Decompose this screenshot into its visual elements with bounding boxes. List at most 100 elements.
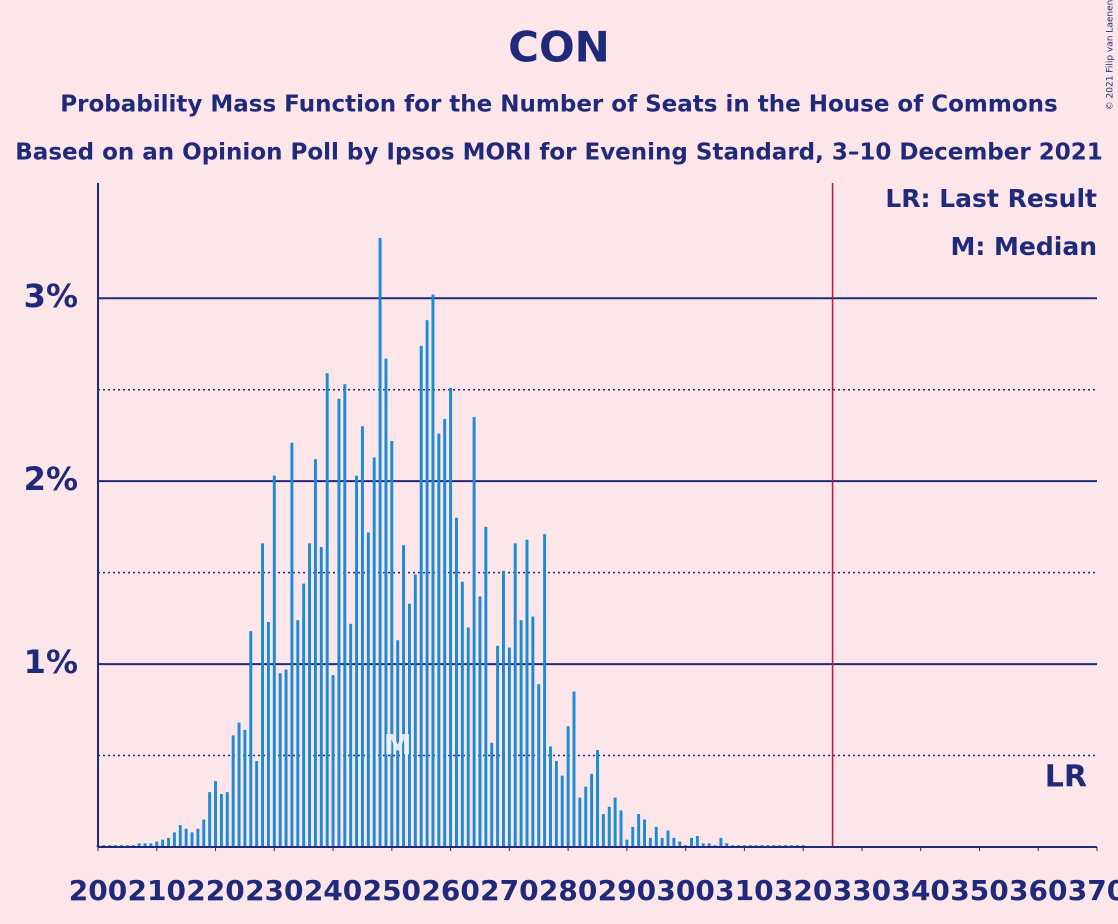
bar xyxy=(443,418,447,847)
bar xyxy=(284,669,288,847)
bar xyxy=(366,532,370,847)
bar xyxy=(349,623,353,847)
bar xyxy=(449,387,453,847)
x-tick-label: 270 xyxy=(480,874,538,907)
x-tick-label: 220 xyxy=(186,874,244,907)
bar xyxy=(355,475,359,847)
bar xyxy=(719,837,723,847)
bar xyxy=(631,826,635,847)
bar xyxy=(666,830,670,847)
bar xyxy=(549,746,552,847)
x-tick-label: 320 xyxy=(774,874,832,907)
bar xyxy=(360,426,364,847)
bar xyxy=(537,684,541,847)
bar xyxy=(619,810,623,847)
bar xyxy=(454,517,458,847)
bar xyxy=(325,373,329,847)
x-tick-label: 330 xyxy=(833,874,891,907)
bar xyxy=(572,691,576,847)
x-tick-label: 360 xyxy=(1009,874,1067,907)
y-tick-label: 3% xyxy=(24,277,78,315)
bar xyxy=(502,570,505,847)
bar xyxy=(725,843,729,847)
bar xyxy=(390,440,394,847)
bar xyxy=(654,826,658,847)
x-tick-label: 240 xyxy=(304,874,362,907)
y-tick-label: 1% xyxy=(24,643,78,681)
x-tick-label: 250 xyxy=(363,874,421,907)
chart-title: CON xyxy=(508,23,610,72)
bar xyxy=(590,773,594,847)
bar xyxy=(178,825,182,847)
bar xyxy=(302,583,306,847)
bar xyxy=(425,320,429,848)
bar xyxy=(184,828,188,847)
bar xyxy=(419,345,423,847)
bar xyxy=(560,775,564,847)
x-tick-label: 280 xyxy=(539,874,597,907)
bar xyxy=(478,596,482,847)
bar xyxy=(554,761,558,847)
bar xyxy=(701,843,705,847)
bar xyxy=(243,729,247,847)
bar xyxy=(137,843,141,847)
bar xyxy=(472,417,476,847)
bar xyxy=(707,843,711,847)
bar xyxy=(261,543,265,847)
bar xyxy=(313,459,317,847)
bar xyxy=(607,806,611,847)
bar xyxy=(337,398,341,847)
bar xyxy=(296,620,300,847)
bar xyxy=(378,237,382,847)
x-tick-label: 300 xyxy=(656,874,714,907)
legend-entry: LR: Last Result xyxy=(885,184,1097,213)
bar xyxy=(672,837,676,847)
x-tick-label: 260 xyxy=(421,874,479,907)
bar xyxy=(143,843,147,847)
x-tick-label: 210 xyxy=(128,874,186,907)
bar xyxy=(225,792,229,847)
x-tick-label: 350 xyxy=(950,874,1008,907)
bar xyxy=(531,616,535,847)
bar xyxy=(525,539,529,847)
bar xyxy=(643,819,646,847)
bar xyxy=(507,647,511,847)
copyright: © 2021 Filip van Laenen xyxy=(1106,0,1116,110)
x-tick-label: 200 xyxy=(69,874,127,907)
bar xyxy=(190,832,194,847)
bar xyxy=(272,475,276,847)
x-tick-label: 230 xyxy=(245,874,303,907)
bar xyxy=(460,581,464,847)
bar xyxy=(490,742,494,847)
median-label: M xyxy=(384,728,412,761)
bar xyxy=(566,726,570,847)
bar xyxy=(161,839,165,847)
bar xyxy=(172,832,176,847)
bar xyxy=(372,457,376,847)
bar xyxy=(578,797,582,847)
chart-subtitle: Probability Mass Function for the Number… xyxy=(60,92,1057,118)
bar xyxy=(519,620,523,847)
bar xyxy=(149,843,153,847)
legend-entry: M: Median xyxy=(950,232,1097,261)
bar xyxy=(237,722,241,847)
bar xyxy=(637,814,641,847)
bar xyxy=(690,837,693,847)
bar xyxy=(413,574,417,847)
bar xyxy=(678,841,682,847)
bar xyxy=(437,433,441,847)
x-tick-label: 370 xyxy=(1068,874,1118,907)
bar xyxy=(695,836,699,847)
bar xyxy=(396,640,400,847)
bar xyxy=(167,837,170,847)
last-result-label: LR xyxy=(1045,760,1087,795)
x-tick-label: 290 xyxy=(598,874,656,907)
bar xyxy=(407,603,411,847)
bar xyxy=(290,442,294,847)
bar xyxy=(196,828,200,847)
bar xyxy=(660,837,664,847)
bar xyxy=(648,837,652,847)
bar xyxy=(466,627,470,847)
bar xyxy=(496,645,500,847)
